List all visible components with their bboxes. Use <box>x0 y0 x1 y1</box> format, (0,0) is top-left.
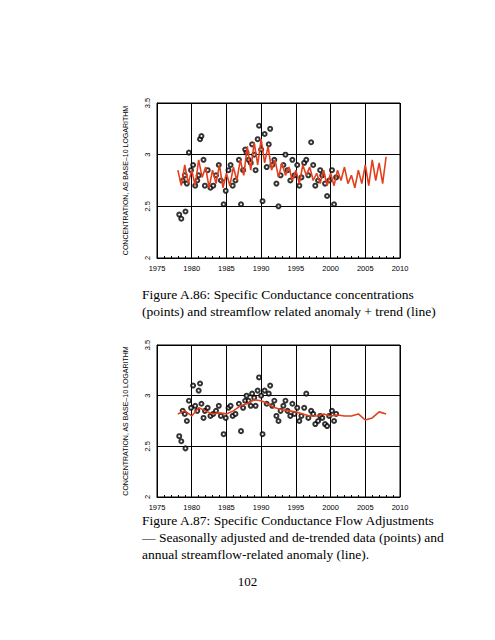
svg-text:CONCENTRATION, AS BASE–10 LOGA: CONCENTRATION, AS BASE–10 LOGARITHM <box>122 106 129 255</box>
svg-text:3.5: 3.5 <box>143 98 152 108</box>
svg-text:2005: 2005 <box>357 503 374 512</box>
svg-text:1995: 1995 <box>288 503 305 512</box>
svg-text:1980: 1980 <box>183 264 200 273</box>
svg-text:3.5: 3.5 <box>143 340 152 350</box>
svg-text:2000: 2000 <box>322 503 339 512</box>
svg-text:1985: 1985 <box>218 264 235 273</box>
svg-text:1980: 1980 <box>183 503 200 512</box>
html-text:Figure A.86: Specific Conducta: Figure A.86: Specific Conductance concen… <box>142 287 436 319</box>
svg-text:CONCENTRATION, AS BASE–10 LOGA: CONCENTRATION, AS BASE–10 LOGARITHM <box>122 346 129 495</box>
svg-text:3: 3 <box>143 153 152 157</box>
svg-text:2: 2 <box>143 256 152 260</box>
svg-text:2000: 2000 <box>322 264 339 273</box>
svg-text:1990: 1990 <box>253 264 270 273</box>
svg-text:1990: 1990 <box>253 503 270 512</box>
svg-text:1985: 1985 <box>218 503 235 512</box>
svg-text:3: 3 <box>143 394 152 398</box>
svg-text:2.5: 2.5 <box>143 441 152 451</box>
html-text:Figure A.87: Specific Conducta: Figure A.87: Specific Conductance Flow A… <box>142 513 444 562</box>
svg-text:2.5: 2.5 <box>143 201 152 211</box>
svg-text:2: 2 <box>143 495 152 499</box>
svg-text:1975: 1975 <box>149 264 166 273</box>
svg-text:2010: 2010 <box>392 503 409 512</box>
svg-text:1975: 1975 <box>149 503 166 512</box>
html-text:102: 102 <box>237 574 258 589</box>
svg-text:2010: 2010 <box>392 264 409 273</box>
svg-text:1995: 1995 <box>288 264 305 273</box>
svg-text:2005: 2005 <box>357 264 374 273</box>
